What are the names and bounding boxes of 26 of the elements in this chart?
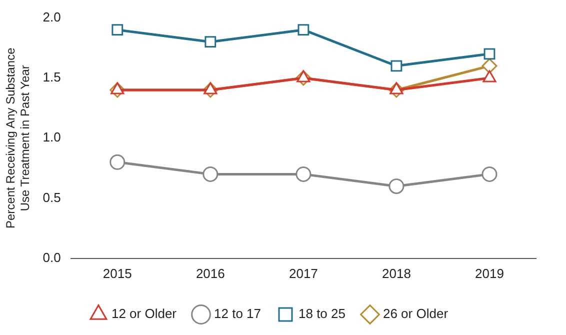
- point: [390, 60, 402, 72]
- y-tick-label: 2.0: [42, 9, 61, 24]
- point: [202, 166, 218, 182]
- point: [296, 166, 312, 182]
- x-tick-label: 2017: [288, 266, 318, 281]
- y-tick-label: 0.5: [42, 190, 61, 205]
- y-tick-label: 1.0: [42, 130, 61, 145]
- point: [112, 24, 124, 36]
- x-tick-label: 2016: [196, 266, 225, 281]
- legend-label: 26 or Older: [382, 306, 449, 322]
- point: [482, 58, 498, 74]
- legend-label: 18 to 25: [298, 306, 346, 322]
- point: [204, 36, 216, 48]
- y-tick-label: 1.5: [42, 70, 61, 85]
- x-tick-label: 2015: [102, 266, 132, 281]
- legend-label: 12 to 17: [214, 306, 262, 322]
- point: [110, 154, 126, 170]
- y-axis-title: Percent Receiving Any Substance Use Treatment in Past Year: [4, 47, 32, 228]
- y-tick-label: 0.0: [42, 250, 61, 265]
- point: [482, 166, 498, 182]
- legend-label: 12 or Older: [111, 306, 178, 322]
- x-tick-label: 2019: [475, 266, 504, 281]
- point: [388, 178, 404, 194]
- x-tick-label: 2018: [382, 266, 411, 281]
- point: [298, 24, 310, 36]
- point: [484, 48, 496, 60]
